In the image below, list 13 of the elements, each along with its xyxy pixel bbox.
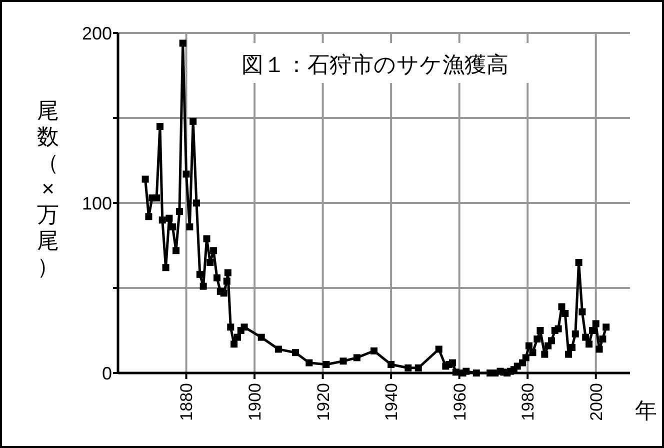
y-tick-label: 0 (102, 363, 112, 384)
x-tick-label: 1900 (245, 383, 264, 421)
y-axis-title: 尾数（×万尾） (37, 98, 59, 279)
x-tick-label: 1920 (314, 383, 333, 421)
y-tick-label: 100 (82, 193, 112, 214)
x-tick-label: 1980 (518, 383, 538, 421)
x-axis-title: 年 (635, 398, 657, 423)
x-tick-label: 1880 (177, 383, 196, 421)
x-tick-label: 1940 (382, 383, 402, 421)
x-tick-label: 2000 (586, 383, 606, 421)
text: 図１：石狩市のサケ漁獲高 (242, 52, 508, 77)
x-tick-label: 1960 (450, 383, 470, 421)
y-tick-label: 200 (82, 23, 112, 44)
